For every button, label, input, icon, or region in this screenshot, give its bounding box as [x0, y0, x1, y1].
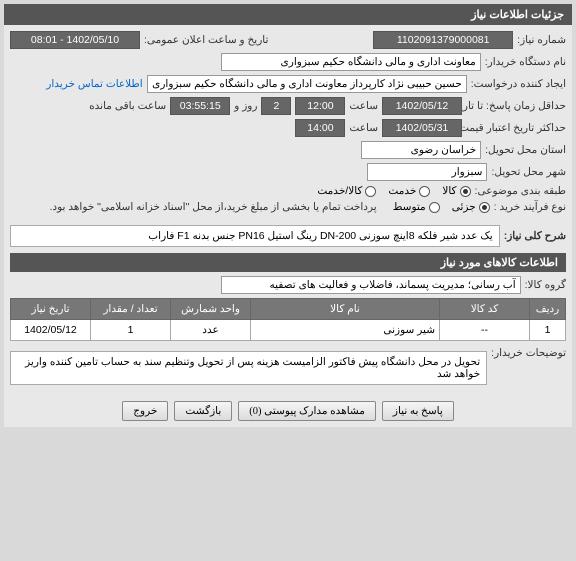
province-value: خراسان رضوی: [361, 141, 481, 159]
announce-label: تاریخ و ساعت اعلان عمومی:: [144, 34, 268, 46]
table-row[interactable]: 1 -- شیر سوزنی عدد 1 1402/05/12: [11, 320, 566, 341]
th-qty: تعداد / مقدار: [91, 299, 171, 320]
category-radio-group: کالا خدمت کالا/خدمت: [317, 185, 470, 197]
contact-link[interactable]: اطلاعات تماس خریدار: [46, 78, 142, 90]
radio-khidmat[interactable]: خدمت: [388, 185, 430, 197]
th-code: کد کالا: [440, 299, 530, 320]
th-unit: واحد شمارش: [171, 299, 251, 320]
back-button[interactable]: بازگشت: [174, 401, 232, 421]
radio-medium[interactable]: متوسط: [393, 201, 440, 213]
process-label: نوع فرآیند خرید :: [494, 201, 566, 213]
need-number-value: 1102091379000081: [373, 31, 513, 49]
respond-button[interactable]: پاسخ به نیاز: [382, 401, 454, 421]
days-left: 2: [261, 97, 291, 115]
desc-value: یک عدد شیر فلکه 8اینچ سوزنی DN-200 رینگ …: [10, 225, 500, 247]
details-panel: جزئیات اطلاعات نیاز شماره نیاز: 11020913…: [4, 4, 572, 427]
radio-partial[interactable]: جزئی: [452, 201, 490, 213]
radio-dot-icon: [460, 186, 471, 197]
radio-dot-icon: [429, 202, 440, 213]
time-word-1: ساعت: [349, 100, 378, 112]
remaining-label: ساعت باقی مانده: [89, 100, 166, 112]
th-row: ردیف: [530, 299, 566, 320]
buyer-org-value: معاونت اداری و مالی دانشگاه حکیم سبزواری: [221, 53, 481, 71]
cell-code: --: [440, 320, 530, 341]
remaining-time: 03:55:15: [170, 97, 230, 115]
desc-label: شرح کلی نیاز:: [504, 230, 566, 242]
city-label: شهر محل تحویل:: [491, 166, 566, 178]
credit-time: 14:00: [295, 119, 345, 137]
process-radio-group: جزئی متوسط: [393, 201, 490, 213]
cell-date: 1402/05/12: [11, 320, 91, 341]
deadline-time: 12:00: [295, 97, 345, 115]
deadline-date: 1402/05/12: [382, 97, 462, 115]
cell-name: شیر سوزنی: [251, 320, 440, 341]
buyer-org-label: نام دستگاه خریدار:: [485, 56, 566, 68]
credit-date: 1402/05/31: [382, 119, 462, 137]
cell-row: 1: [530, 320, 566, 341]
announce-value: 1402/05/10 - 08:01: [10, 31, 140, 49]
buyer-notes-label: توضیحات خریدار:: [491, 347, 566, 359]
credit-label: حداکثر تاریخ اعتبار قیمت: تا تاریخ:: [466, 122, 566, 134]
cell-qty: 1: [91, 320, 171, 341]
time-word-2: ساعت: [349, 122, 378, 134]
th-date: تاریخ نیاز: [11, 299, 91, 320]
deadline-label: حداقل زمان پاسخ: تا تاریخ:: [466, 100, 566, 112]
radio-both[interactable]: کالا/خدمت: [317, 185, 376, 197]
province-label: استان محل تحویل:: [485, 144, 566, 156]
radio-dot-icon: [479, 202, 490, 213]
items-table: ردیف کد کالا نام کالا واحد شمارش تعداد /…: [10, 298, 566, 341]
attachments-button[interactable]: مشاهده مدارک پیوستی (0): [238, 401, 376, 421]
button-bar: پاسخ به نیاز مشاهده مدارک پیوستی (0) باز…: [4, 395, 572, 427]
day-word: روز و: [234, 100, 257, 112]
radio-kala[interactable]: کالا: [442, 185, 470, 197]
cell-unit: عدد: [171, 320, 251, 341]
exit-button[interactable]: خروج: [122, 401, 168, 421]
goods-group-value: آب رسانی؛ مدیریت پسماند، فاضلاب و فعالیت…: [221, 276, 521, 294]
radio-dot-icon: [365, 186, 376, 197]
goods-group-label: گروه کالا:: [525, 279, 566, 291]
payment-note: پرداخت تمام یا بخشی از مبلغ خرید،از محل …: [50, 201, 377, 213]
panel-title: جزئیات اطلاعات نیاز: [4, 4, 572, 25]
radio-dot-icon: [419, 186, 430, 197]
requester-label: ایجاد کننده درخواست:: [471, 78, 566, 90]
category-label: طبقه بندی موضوعی:: [475, 185, 566, 197]
th-name: نام کالا: [251, 299, 440, 320]
items-section-title: اطلاعات کالاهای مورد نیاز: [10, 253, 566, 272]
buyer-notes-value: تحویل در محل دانشگاه پیش فاکتور الزامیست…: [10, 351, 487, 385]
need-number-label: شماره نیاز:: [517, 34, 566, 46]
requester-value: حسین حبیبی نژاد کارپرداز معاونت اداری و …: [147, 75, 467, 93]
city-value: سبزوار: [367, 163, 487, 181]
